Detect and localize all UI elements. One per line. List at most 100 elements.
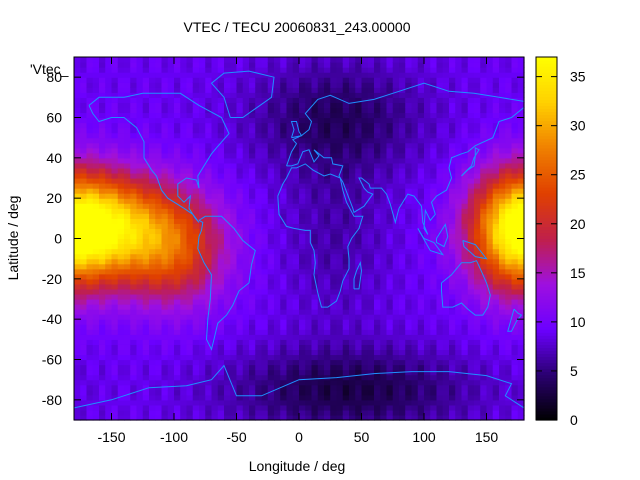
heatmap-cell (449, 293, 456, 300)
heatmap-cell (155, 414, 163, 421)
heatmap-cell (274, 394, 281, 401)
heatmap-cell (405, 213, 413, 219)
heatmap-cell (136, 299, 144, 305)
heatmap-cell (130, 409, 138, 416)
heatmap-cell (249, 304, 256, 310)
heatmap-cell (130, 82, 138, 88)
heatmap-cell (449, 82, 456, 88)
heatmap-cell (492, 369, 500, 376)
heatmap-cell (167, 369, 175, 376)
heatmap-cell (492, 102, 500, 109)
heatmap-cell (167, 152, 175, 159)
heatmap-cell (149, 309, 156, 315)
heatmap-cell (480, 379, 488, 386)
heatmap-cell (374, 117, 381, 124)
heatmap-cell (217, 389, 225, 396)
heatmap-cell (92, 117, 100, 124)
heatmap-cell (499, 107, 506, 114)
heatmap-cell (461, 324, 469, 330)
heatmap-cell (317, 142, 325, 149)
heatmap-cell (286, 364, 294, 371)
heatmap-cell (311, 359, 319, 366)
heatmap-cell (355, 122, 363, 129)
heatmap-cell (161, 72, 169, 78)
heatmap-cell (399, 208, 406, 214)
heatmap-cell (405, 253, 413, 260)
heatmap-cell (142, 142, 150, 149)
heatmap-cell (161, 324, 169, 330)
heatmap-cell (342, 243, 350, 250)
heatmap-cell (236, 82, 244, 88)
heatmap-cell (86, 228, 94, 235)
heatmap-cell (167, 223, 175, 230)
heatmap-cell (336, 273, 344, 280)
heatmap-cell (105, 62, 113, 68)
heatmap-cell (480, 309, 488, 315)
heatmap-cell (230, 273, 238, 280)
heatmap-cell (280, 233, 288, 240)
heatmap-cell (467, 67, 475, 73)
heatmap-cell (261, 127, 269, 134)
heatmap-cell (467, 374, 475, 381)
heatmap-cell (211, 394, 219, 401)
heatmap-cell (261, 314, 269, 320)
heatmap-cell (442, 278, 450, 285)
heatmap-cell (167, 329, 175, 335)
heatmap-cell (461, 122, 469, 129)
heatmap-cell (405, 379, 413, 386)
heatmap-cell (424, 339, 431, 345)
heatmap-cell (186, 359, 194, 366)
heatmap-cell (99, 319, 106, 325)
heatmap-cell (461, 228, 469, 235)
heatmap-cell (111, 172, 119, 179)
heatmap-cell (180, 147, 188, 154)
heatmap-cell (199, 152, 206, 159)
heatmap-cell (480, 112, 488, 119)
heatmap-cell (280, 258, 288, 265)
heatmap-cell (230, 379, 238, 386)
heatmap-cell (155, 404, 163, 411)
heatmap-cell (442, 349, 450, 356)
heatmap-cell (242, 409, 250, 416)
heatmap-cell (117, 97, 125, 103)
heatmap-cell (242, 404, 250, 411)
heatmap-cell (274, 359, 281, 366)
heatmap-cell (255, 314, 263, 320)
heatmap-cell (424, 389, 431, 396)
heatmap-cell (86, 112, 94, 119)
heatmap-cell (449, 193, 456, 199)
heatmap-cell (80, 288, 88, 295)
heatmap-cell (255, 309, 263, 315)
heatmap-cell (367, 354, 375, 361)
heatmap-cell (205, 349, 213, 356)
heatmap-cell (367, 157, 375, 164)
heatmap-cell (174, 389, 181, 396)
heatmap-cell (286, 233, 294, 240)
heatmap-cell (230, 384, 238, 391)
heatmap-cell (136, 364, 144, 371)
heatmap-cell (161, 127, 169, 134)
heatmap-cell (230, 172, 238, 179)
heatmap-cell (161, 329, 169, 335)
heatmap-cell (155, 147, 163, 154)
heatmap-cell (136, 369, 144, 376)
heatmap-cell (474, 278, 481, 285)
heatmap-cell (461, 299, 469, 305)
heatmap-cell (399, 409, 406, 416)
heatmap-cell (430, 152, 438, 159)
heatmap-cell (461, 248, 469, 255)
heatmap-cell (274, 92, 281, 98)
heatmap-cell (117, 198, 125, 204)
heatmap-cell (149, 324, 156, 330)
heatmap-cell (492, 162, 500, 169)
heatmap-cell (342, 414, 350, 421)
heatmap-cell (236, 364, 244, 371)
heatmap-cell (149, 253, 156, 260)
heatmap-cell (199, 389, 206, 396)
heatmap-cell (186, 344, 194, 351)
heatmap-cell (286, 193, 294, 199)
heatmap-cell (124, 172, 131, 179)
heatmap-cell (230, 152, 238, 159)
heatmap-cell (486, 399, 494, 406)
heatmap-cell (149, 354, 156, 361)
